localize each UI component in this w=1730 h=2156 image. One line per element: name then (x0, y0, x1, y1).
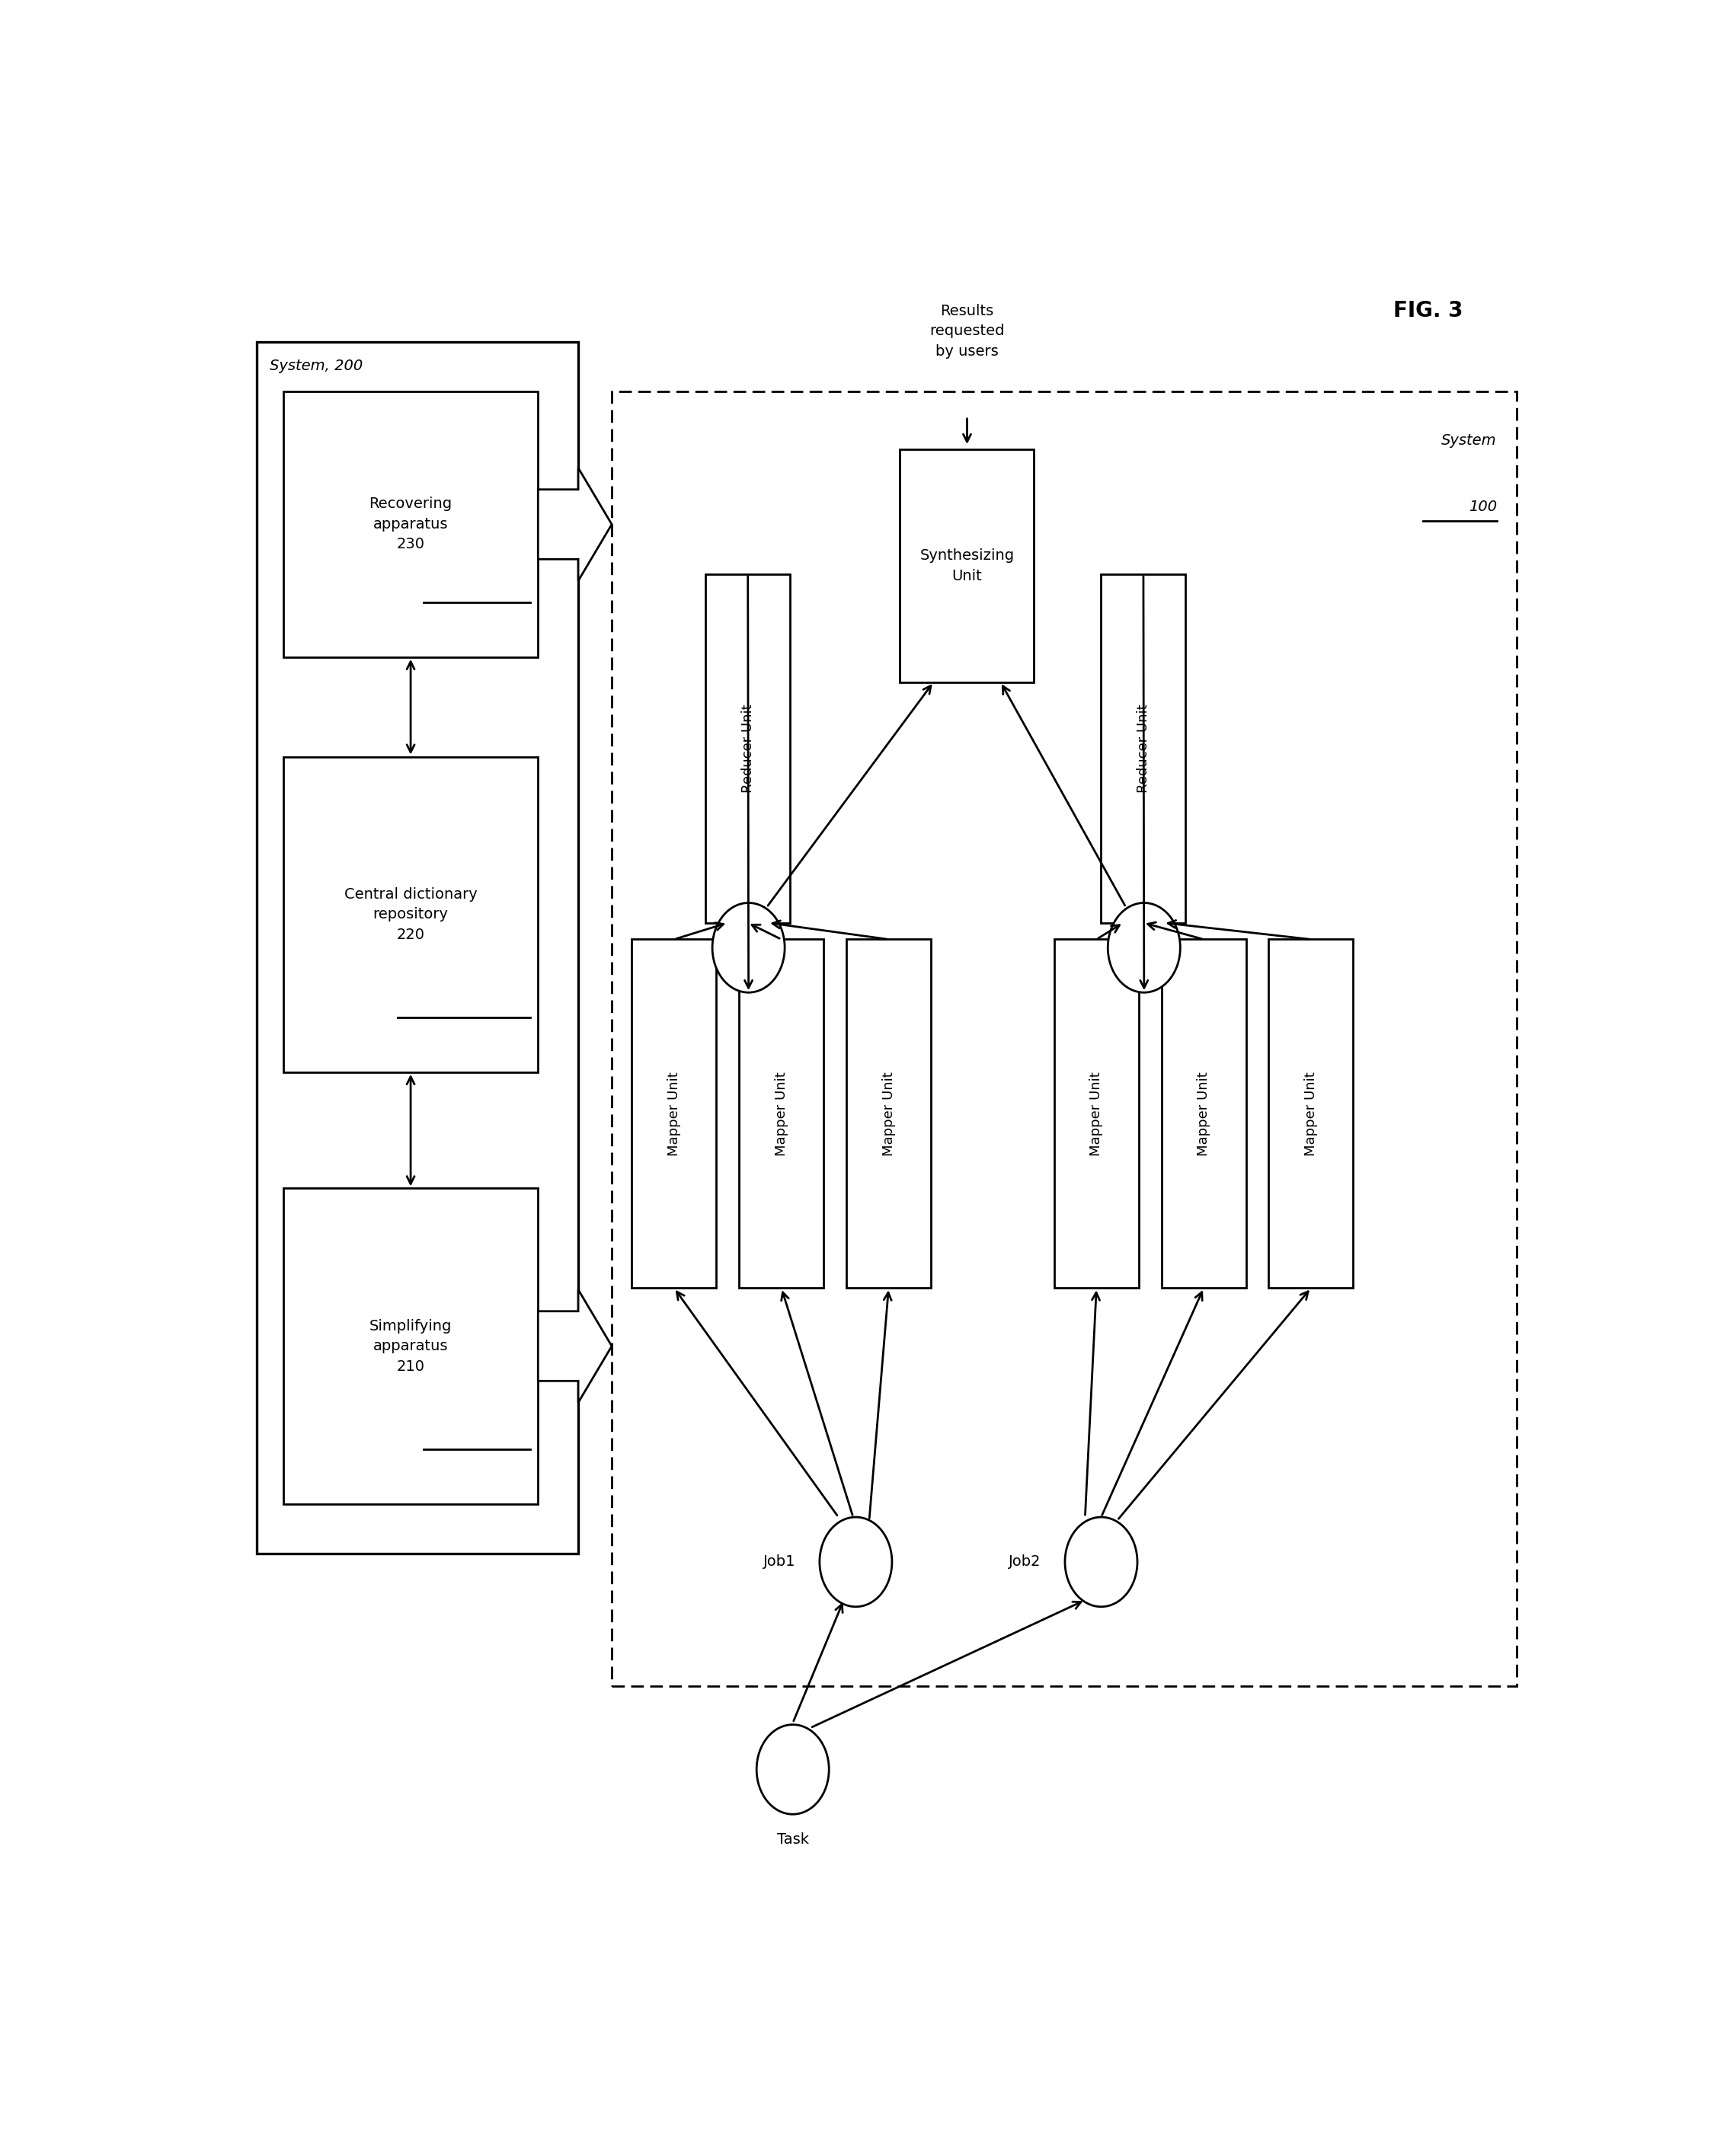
Text: Job2: Job2 (1009, 1554, 1041, 1570)
Text: Synthesizing
Unit: Synthesizing Unit (920, 548, 1014, 582)
Text: Task: Task (777, 1833, 808, 1848)
FancyArrow shape (538, 468, 612, 580)
Text: Mapper Unit: Mapper Unit (668, 1072, 682, 1156)
Bar (1268, 940, 1353, 1287)
Bar (1102, 573, 1185, 923)
Bar (284, 392, 538, 658)
Text: Mapper Unit: Mapper Unit (1090, 1072, 1104, 1156)
Bar (1161, 940, 1246, 1287)
Bar (284, 1188, 538, 1505)
Bar (846, 940, 931, 1287)
Text: 100: 100 (1469, 500, 1496, 513)
Text: Reducer Unit: Reducer Unit (1137, 705, 1150, 793)
Text: Mapper Unit: Mapper Unit (775, 1072, 789, 1156)
Text: Recovering
apparatus
230: Recovering apparatus 230 (368, 496, 452, 552)
Text: Results
requested
by users: Results requested by users (929, 304, 1005, 358)
Text: Reducer Unit: Reducer Unit (740, 705, 754, 793)
Text: System, 200: System, 200 (270, 358, 363, 373)
Text: Mapper Unit: Mapper Unit (1304, 1072, 1318, 1156)
Text: Simplifying
apparatus
210: Simplifying apparatus 210 (370, 1319, 452, 1373)
Bar (706, 573, 791, 923)
Bar (284, 757, 538, 1072)
Circle shape (820, 1518, 893, 1606)
Bar (631, 940, 716, 1287)
Bar (900, 451, 1035, 681)
Bar (612, 392, 1517, 1686)
Text: Job1: Job1 (763, 1554, 796, 1570)
Text: Central dictionary
repository
220: Central dictionary repository 220 (344, 886, 477, 942)
Text: System: System (1441, 433, 1496, 448)
Text: Mapper Unit: Mapper Unit (882, 1072, 896, 1156)
Text: FIG. 3: FIG. 3 (1393, 300, 1464, 321)
Bar (256, 341, 578, 1554)
Bar (1054, 940, 1138, 1287)
Circle shape (1107, 903, 1180, 992)
Bar (739, 940, 823, 1287)
FancyArrow shape (538, 1289, 612, 1404)
Text: Mapper Unit: Mapper Unit (1197, 1072, 1211, 1156)
Circle shape (756, 1725, 829, 1813)
Circle shape (713, 903, 785, 992)
Circle shape (1066, 1518, 1137, 1606)
